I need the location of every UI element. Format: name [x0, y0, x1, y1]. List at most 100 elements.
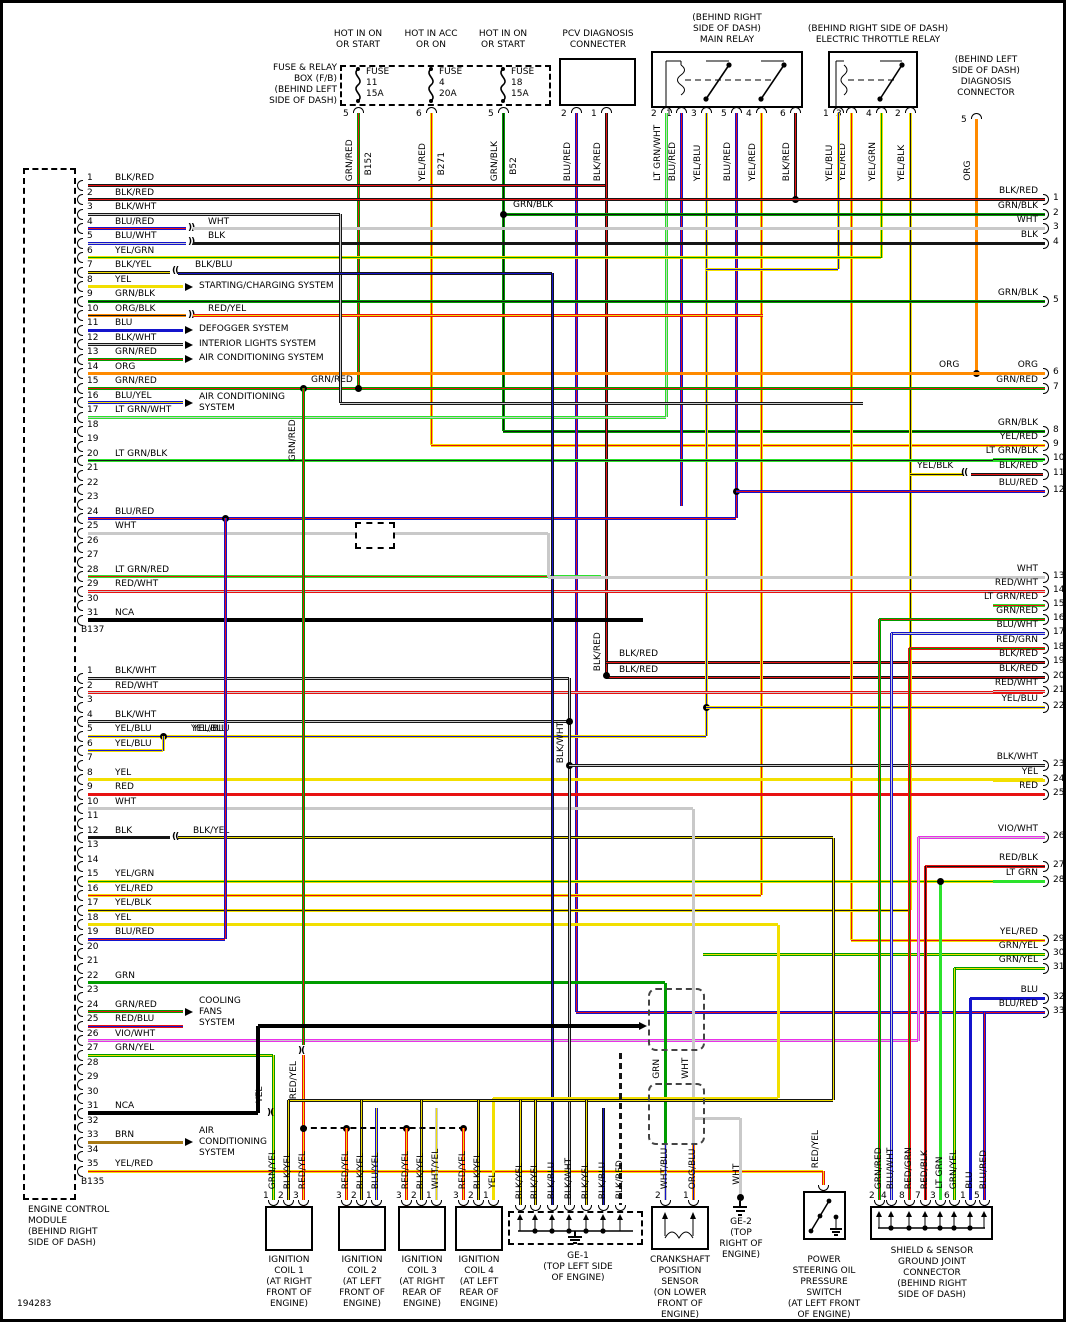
wire-label: (BEHIND RIGHT SIDE OF DASH) MAIN RELAY — [692, 13, 762, 45]
pin-number: 15 — [1053, 599, 1065, 609]
wire-grn-red — [88, 1010, 183, 1013]
wire-label: BLK/RED — [999, 664, 1038, 674]
wire-label: FUSE 18 15A — [511, 67, 535, 99]
wire-label: WHT — [115, 796, 137, 807]
wire-label: (BEHIND RIGHT SIDE OF DASH) ELECTRIC THR… — [807, 24, 949, 45]
engine-control-module — [23, 168, 76, 1200]
wire-label: NCA — [115, 608, 135, 618]
wire-label: BLK — [208, 231, 226, 241]
wire-label-vertical: RED/YEL — [298, 1150, 308, 1189]
pin-arc — [77, 281, 83, 292]
pin-number: 2 — [651, 109, 657, 119]
pin-arc — [77, 310, 83, 321]
wire-blk-blu — [601, 1108, 605, 1206]
pin-number: 20 — [87, 941, 99, 952]
pin-arc — [77, 1006, 83, 1017]
wire-blu-red — [576, 1010, 984, 1014]
splice-icon: (( — [172, 266, 179, 276]
wire-lt-grn-wht — [88, 415, 666, 419]
pin-number: 5 — [343, 109, 349, 119]
pin-number: 31 — [87, 608, 99, 618]
pin-arc — [77, 1035, 83, 1046]
arrow-icon — [185, 1138, 193, 1146]
wire-red-yel — [193, 314, 763, 317]
wire-label-vertical: ORG/BLU — [688, 1148, 698, 1189]
pin-number: 2 — [351, 1191, 357, 1201]
wire-label: HOT IN ACC OR ON — [404, 29, 458, 50]
pin-number: 2 — [411, 1191, 417, 1201]
wire-label: YEL/RED — [115, 1159, 154, 1169]
pin-number: 6 — [780, 109, 786, 119]
wire-blk-yel — [518, 1100, 522, 1206]
wire-label: RED/WHT — [115, 680, 159, 691]
wire-blu-red — [88, 937, 225, 941]
pin-arc — [77, 484, 83, 495]
wire-label: BLK/RED — [619, 649, 658, 659]
wire-blk-wht — [338, 214, 342, 403]
pin-arc — [1043, 701, 1049, 713]
wire-label: ORG — [1017, 360, 1038, 370]
pin-number: 22 — [87, 970, 99, 981]
pin-number: 21 — [1053, 685, 1065, 695]
pin-arc — [77, 440, 83, 452]
wire-label: LT GRN/RED — [984, 592, 1038, 602]
wire-label: YEL/GRN — [115, 869, 155, 879]
wire-blu — [970, 996, 1045, 1000]
wire-blk-yel — [419, 1100, 423, 1206]
pin-number: 24 — [87, 506, 99, 517]
pin-number: 23 — [87, 492, 99, 502]
wire-blk — [993, 241, 1045, 245]
pin-arc — [77, 1136, 83, 1148]
wire-label: NCA — [115, 1101, 135, 1111]
pin-arc — [77, 687, 83, 698]
pin-arc — [77, 339, 83, 350]
shield-box — [648, 988, 705, 1051]
wire-nca — [258, 1024, 639, 1028]
wire-blk-red — [993, 197, 1045, 201]
pin-number: 3 — [1053, 222, 1059, 232]
wire-label: YEL/BLK — [917, 461, 954, 471]
wire-label: BLK/WHT — [115, 666, 157, 676]
wire-grn-blk — [88, 299, 1045, 303]
pin-arc — [472, 1200, 484, 1206]
wire-blk-red — [604, 113, 608, 675]
pin-arc — [875, 107, 887, 113]
wire-org — [88, 372, 1045, 375]
wire-wht — [548, 575, 993, 579]
wire-blk-yel — [831, 837, 835, 1100]
wire-blk-yel — [178, 836, 833, 839]
wire-label-vertical: BLK/YEL — [356, 1152, 366, 1189]
pin-arc — [487, 1200, 499, 1206]
pin-number: 25 — [87, 521, 99, 531]
pin-arc — [832, 107, 844, 113]
wire-label-vertical: WHT — [681, 1057, 691, 1079]
pin-number: 2 — [561, 109, 567, 119]
pin-arc — [1043, 613, 1049, 625]
wire-wht-blu — [663, 1145, 667, 1206]
wire-wht-yel — [434, 1108, 438, 1206]
wire-label: LT GRN/WHT — [115, 405, 172, 415]
pin-arc — [948, 1200, 960, 1206]
wire-label: YEL/BLU — [1001, 694, 1038, 704]
pin-number: 1 — [426, 1191, 432, 1201]
wire-label: GRN/RED — [311, 375, 353, 385]
pin-number: 30 — [1053, 948, 1065, 958]
wire-blk-yel — [286, 1100, 290, 1206]
wire-blk-yel — [359, 1100, 363, 1206]
pin-arc — [77, 295, 83, 307]
pin-number: 15 — [87, 869, 99, 879]
wire-label: FUSE 11 15A — [366, 67, 390, 99]
pin-number: 26 — [1053, 831, 1065, 841]
wire-label: BLK/WHT — [115, 709, 157, 720]
wire-yel-blk — [908, 113, 912, 910]
pin-number: 11 — [87, 811, 99, 821]
pin-number: 16 — [87, 883, 99, 894]
wire-red — [88, 792, 1045, 796]
pin-arc — [77, 1064, 83, 1075]
wire-label-vertical: BLK/YEL — [530, 1162, 540, 1199]
splice-icon: (( — [961, 468, 968, 478]
pin-number: 7 — [87, 753, 93, 763]
pin-number: 4 — [866, 109, 872, 119]
pin-number: 1 — [483, 1191, 489, 1201]
